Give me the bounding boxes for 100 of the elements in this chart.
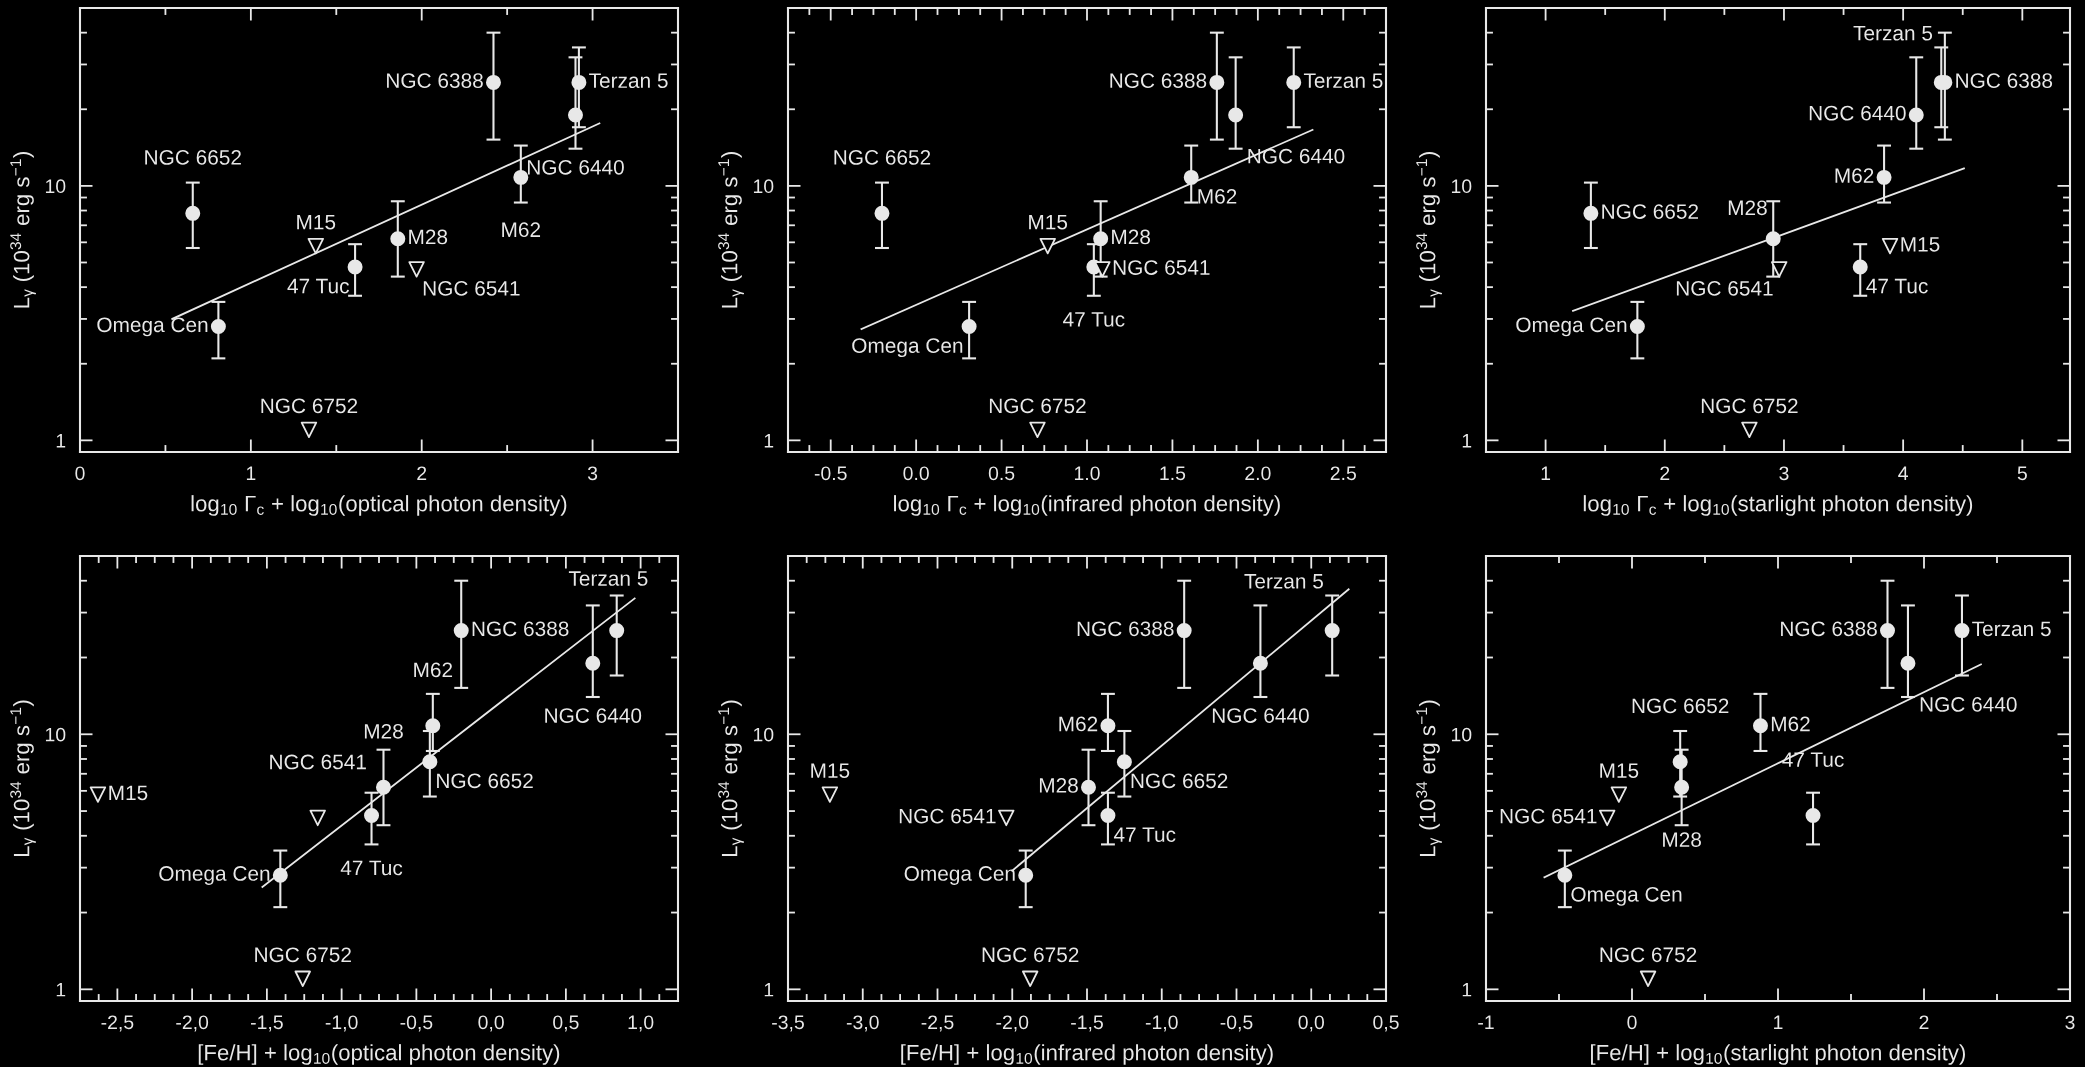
annotation: Terzan 5 [1853,25,1933,41]
y-axis-title: L$_{γ}$ (10$^{34}$ erg s$^{−1}$) [718,700,744,857]
point [89,786,107,803]
x-tick-label: 1.0 [1074,466,1100,481]
annotation: NGC 6752 [1600,947,1697,963]
x-tick-label: 1 [1774,1015,1783,1029]
annotation: NGC 6652 [1632,698,1729,714]
point [294,970,311,987]
x-tick-label: -1 [1478,1015,1494,1029]
point [1094,261,1111,278]
y-tick-label: 10 [1451,179,1472,194]
point [1852,259,1868,275]
annotation: NGC 6541 [423,280,520,296]
y-tick-label: 10 [753,179,774,194]
point [1908,107,1924,123]
annotation: NGC 6388 [472,621,569,637]
x-tick-label: -2,0 [176,1015,209,1032]
x-tick-label: -2,0 [996,1015,1029,1032]
x-tick-label: -2,5 [101,1015,134,1032]
annotation: NGC 6388 [387,73,483,89]
y-tick-label: 1 [1462,434,1472,448]
point [1629,319,1645,335]
y-tick-label: 1 [1462,983,1472,997]
annotation: NGC 6652 [437,773,533,789]
annotation: NGC 6752 [982,947,1079,963]
y-tick-label: 1 [56,983,66,997]
x-tick-label: 3 [587,466,598,481]
point [1583,205,1599,221]
x-axis-title: [Fe/H] + log$_{10}$(optical photon density) [198,1044,560,1065]
x-tick-label: 2 [1919,1015,1929,1029]
annotation: Omega Cen [852,338,963,358]
x-tick-label: 0,0 [478,1015,504,1032]
point [585,655,601,671]
point [1116,754,1132,770]
y-tick-label: 1 [764,983,774,997]
x-tick-label: 0,5 [1373,1015,1399,1032]
annotation: NGC 6388 [1110,73,1207,89]
annotation: M15 [109,785,148,801]
x-axis-title: log$_{10}$ Γ$_{c}$ + log$_{10}$(optical photon density) [191,495,567,516]
point [422,754,438,770]
x-tick-label: -2,5 [921,1015,954,1032]
point [571,74,587,90]
x-tick-label: -1,5 [250,1015,283,1032]
point [1252,655,1268,671]
x-axis-title: [Fe/H] + log$_{10}$(infrared photon density) [901,1044,1273,1065]
x-tick-label: 2.5 [1330,466,1356,481]
annotation: M15 [811,763,850,778]
y-axis-title: L$_{γ}$ (10$^{34}$ erg s$^{−1}$) [1416,152,1442,308]
x-axis-title: [Fe/H] + log$_{10}$(starlight photon density) [1591,1044,1965,1065]
point [390,231,406,247]
annotation: M28 [1039,778,1078,793]
point [1081,779,1096,795]
point [1674,779,1690,795]
x-tick-label: -3,5 [772,1015,804,1032]
x-tick-label: -0.5 [814,466,847,481]
y-axis-title: L$_{γ}$ (10$^{34}$ erg s$^{−1}$) [718,152,744,308]
annotation: NGC 6541 [1676,280,1773,296]
annotation: 47 Tuc [340,860,403,876]
annotation: NGC 6541 [1113,260,1210,275]
x-tick-label: -1,5 [1071,1015,1103,1032]
annotation: Omega Cen [159,866,270,885]
annotation: NGC 6652 [145,150,241,165]
x-tick-label: 1.5 [1160,466,1186,481]
point [1598,809,1616,827]
annotation: 47 Tuc [1063,312,1125,327]
x-tick-label: 0.5 [988,466,1015,481]
x-axis-title: log$_{10}$ Γ$_{c}$ + log$_{10}$(starlight photon density) [1583,495,1973,516]
annotation: M28 [1112,229,1151,245]
annotation: Terzan 5 [1244,574,1323,589]
point [1610,786,1628,803]
annotation: NGC 6440 [527,159,624,175]
point [1805,808,1821,824]
x-tick-label: 0 [75,466,85,481]
annotation: NGC 6440 [1920,697,2017,712]
x-tick-label: 3 [2065,1015,2075,1030]
x-tick-label: 2 [1660,466,1670,480]
point [513,169,529,185]
y-axis-title: L$_{γ}$ (10$^{34}$ erg s$^{−1}$) [1416,700,1442,857]
x-axis-title: log$_{10}$ Γ$_{c}$ + log$_{10}$(infrared photon density) [894,495,1280,516]
annotation: NGC 6652 [834,150,931,165]
annotation: M62 [1198,189,1237,204]
annotation: M62 [502,222,541,238]
annotation: NGC 6541 [899,808,996,824]
annotation: NGC 6541 [1500,808,1597,824]
x-tick-label: 1,0 [628,1015,654,1032]
annotation: 47 Tuc [1866,278,1928,294]
point [609,623,625,639]
annotation: NGC 6541 [270,754,366,770]
point [1880,623,1895,639]
point [1022,970,1039,987]
annotation: NGC 6752 [261,398,358,414]
x-tick-label: 5 [2017,466,2027,481]
annotation: Omega Cen [1571,886,1682,906]
annotation: NGC 6388 [1781,621,1877,637]
point [1093,231,1109,247]
annotation: Omega Cen [97,317,208,337]
point [961,319,977,335]
point [821,786,839,803]
annotation: M62 [1835,168,1874,183]
annotation: Terzan 5 [589,73,668,89]
